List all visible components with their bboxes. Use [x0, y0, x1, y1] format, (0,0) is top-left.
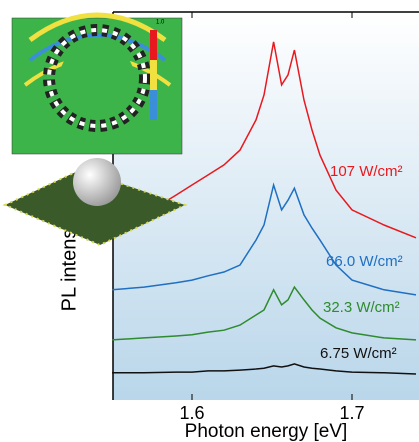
series-label: 66.0 W/cm²	[326, 253, 403, 270]
x-tick-label: 1.6	[179, 403, 204, 423]
inset-field-map: 1.0	[12, 15, 182, 154]
series-label: 6.75 W/cm²	[320, 345, 397, 362]
x-axis-label: Photon energy [eV]	[185, 421, 348, 442]
chart: PL intensity Photon energy [eV] 1.61.710…	[0, 0, 419, 442]
series-label: 32.3 W/cm²	[323, 299, 400, 316]
colorbar-label: 1.0	[156, 20, 165, 26]
series-label: 107 W/cm²	[330, 163, 403, 180]
x-tick-label: 1.7	[339, 403, 364, 423]
